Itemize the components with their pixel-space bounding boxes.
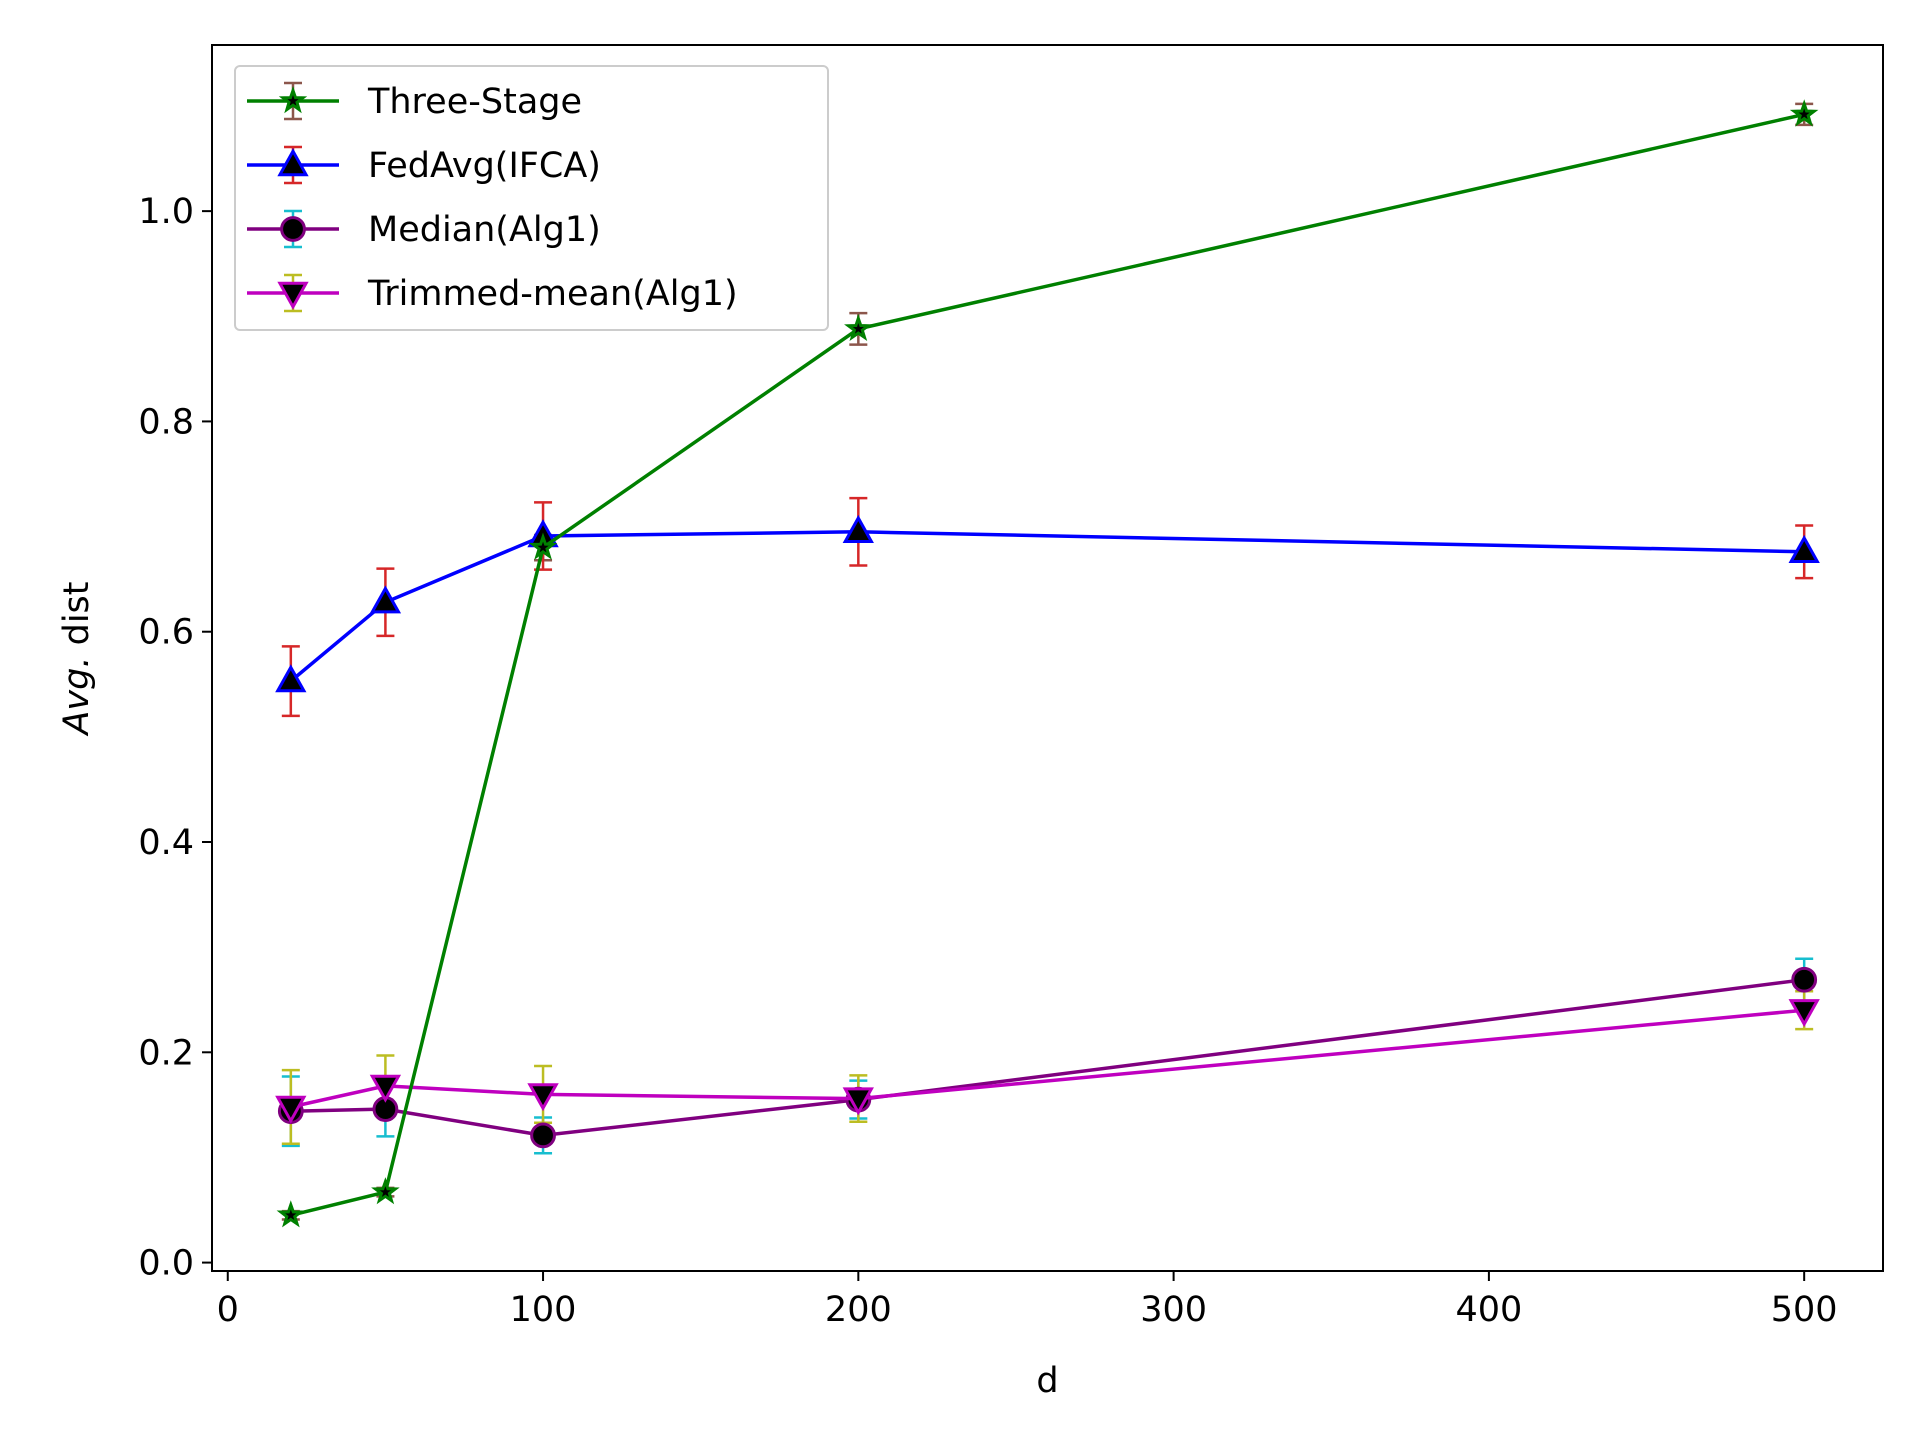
legend-label: Three-Stage <box>367 82 582 122</box>
data-point <box>1788 999 1820 1028</box>
legend-marker <box>277 281 309 310</box>
y-tick-label: 0.8 <box>138 402 194 442</box>
data-point <box>530 1122 556 1149</box>
x-tick-label: 200 <box>825 1290 892 1330</box>
data-marks <box>275 99 1820 1228</box>
legend-marker <box>280 216 306 242</box>
data-point <box>1788 534 1820 563</box>
data-point <box>528 532 558 560</box>
x-axis-label: d <box>1036 1361 1058 1401</box>
series-0 <box>276 99 1819 1228</box>
legend-label: Median(Alg1) <box>368 210 601 250</box>
legend-entry: Median(Alg1) <box>247 209 601 250</box>
x-tick-label: 100 <box>510 1290 577 1330</box>
data-point <box>369 585 402 614</box>
data-point <box>844 313 873 341</box>
y-axis-label: Avg. dist <box>57 581 97 736</box>
data-point <box>842 1087 874 1116</box>
series-3 <box>275 999 1820 1124</box>
data-point <box>276 1200 306 1228</box>
y-tick-label: 1.0 <box>138 192 194 232</box>
data-point <box>371 1177 400 1205</box>
legend-label: FedAvg(IFCA) <box>368 146 601 186</box>
legend-label: Trimmed-mean(Alg1) <box>367 274 738 314</box>
data-point <box>369 1074 402 1103</box>
y-tick-label: 0.0 <box>138 1244 194 1284</box>
legend: Three-Stage FedAvg(IFCA) Median(Alg1) Trimm… <box>234 65 829 331</box>
y-axis-label-rest: dist <box>57 581 97 656</box>
y-tick-label: 0.6 <box>138 613 194 653</box>
legend-marker <box>277 148 309 177</box>
data-point <box>275 1095 307 1124</box>
y-tick-label: 0.2 <box>138 1033 194 1073</box>
data-point <box>1789 99 1819 127</box>
y-axis-ticks: 0.0 0.2 0.4 0.6 0.8 1.0 <box>138 192 212 1284</box>
legend-entry: Trimmed-mean(Alg1) <box>247 273 738 314</box>
legend-marker <box>278 85 308 114</box>
data-point <box>275 664 307 693</box>
x-tick-label: 0 <box>217 1290 239 1330</box>
legend-entry: FedAvg(IFCA) <box>247 145 601 186</box>
x-tick-label: 400 <box>1455 1290 1522 1330</box>
data-point <box>527 1083 559 1112</box>
plot-area-frame <box>211 44 1884 1272</box>
legend-box <box>234 65 829 331</box>
y-tick-label: 0.4 <box>138 823 194 863</box>
legend-entry: Three-Stage <box>247 81 582 122</box>
data-point <box>1791 966 1818 993</box>
y-axis-label-italic: Avg. <box>57 657 97 737</box>
x-tick-label: 500 <box>1771 1290 1838 1330</box>
x-tick-label: 300 <box>1140 1290 1207 1330</box>
data-point <box>842 514 874 543</box>
x-axis-ticks: 0 100 200 300 400 500 <box>217 1271 1838 1330</box>
